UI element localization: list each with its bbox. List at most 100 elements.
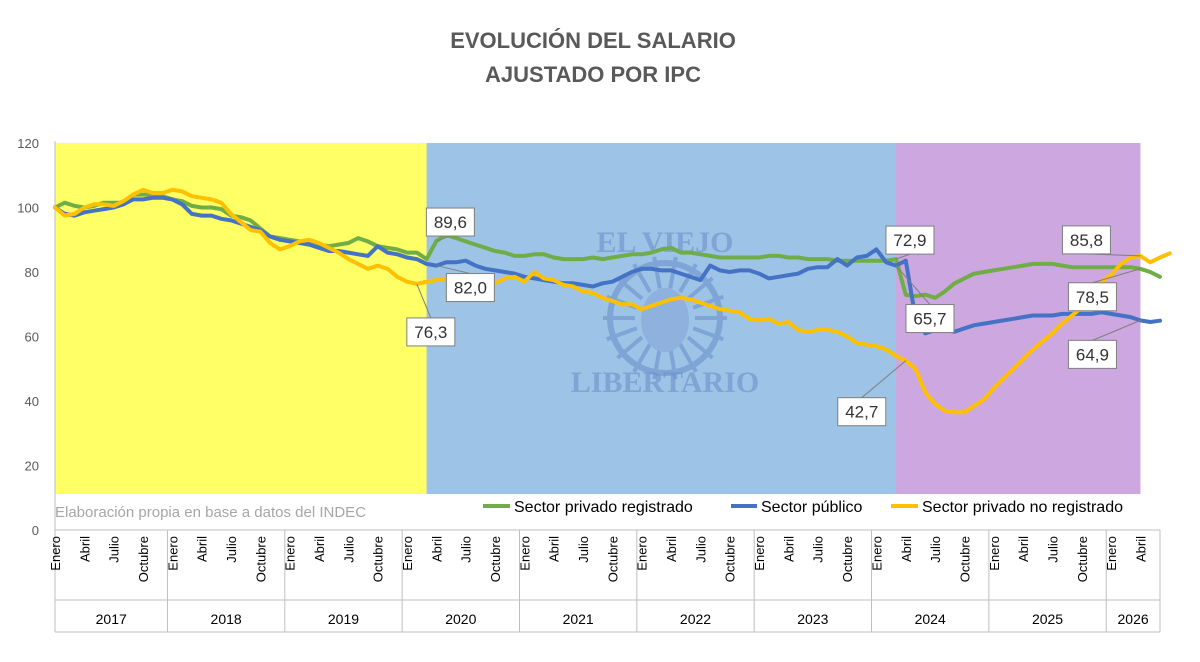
x-year-label: 2026 [1118,611,1149,627]
x-tick-label-month: Julio [459,536,474,563]
chart-title-line-2: AJUSTADO POR IPC [485,62,701,87]
callout-label: 82,0 [454,279,487,298]
x-tick-label-month: Julio [224,536,239,563]
watermark-mane-ray [686,335,714,360]
x-tick-label-month: Enero [165,536,180,571]
x-tick-label-month: Octubre [488,536,503,582]
watermark-mane-ray [616,276,644,301]
series-lines [53,187,1172,415]
x-tick-label-month: Abril [429,536,444,562]
watermark-mane-ray [632,342,652,373]
x-tick-label-month: Octubre [957,536,972,582]
x-year-label: 2019 [328,611,359,627]
x-year-label: 2022 [680,611,711,627]
x-tick-label-month: Octubre [723,536,738,582]
callout-leader [416,283,432,319]
y-tick-label: 40 [25,394,39,409]
x-tick-label-month: Julio [693,536,708,563]
watermark-mane-ray [652,256,662,289]
x-tick-label-month: Enero [283,536,298,571]
callout-box [905,304,955,334]
watermark-mane-ray [678,263,698,294]
watermark-mane-ray [692,294,724,310]
source-note: Elaboración propia en base a datos del I… [55,504,366,521]
x-tick-label-month: Abril [781,536,796,562]
y-tick-label: 0 [32,523,39,538]
callout-leader [436,265,471,275]
watermark-mane-ray [668,347,678,380]
callout-box [885,225,935,255]
legend-label-privado-registrado: Sector privado registrado [514,499,693,516]
x-year-label: 2018 [211,611,242,627]
x-year-label: 2020 [445,611,476,627]
x-tick-label-month: Abril [899,536,914,562]
x-tick-label-month: Enero [48,536,63,571]
x-tick-label-month: Julio [928,536,943,563]
x-tick-label-month: Abril [312,536,327,562]
callout-label: 42,7 [845,403,878,422]
callout-label: 76,3 [414,323,447,342]
callout-label: 89,6 [434,213,467,232]
y-tick-label: 80 [25,265,39,280]
callout-box [1067,282,1117,312]
x-tick-label-month: Enero [987,536,1002,571]
callout-label: 85,8 [1070,231,1103,250]
watermark-text-top: EL VIEJO [596,226,733,259]
data-callouts: 89,6 82,0 76,3 72,9 65,7 42,7 85,8 78,5 64,9 [406,207,1141,427]
x-year-label: 2025 [1032,611,1063,627]
callout-box [1061,225,1111,255]
x-year-label: 2017 [96,611,127,627]
x-tick-label-month: Octubre [136,536,151,582]
y-tick-label: 120 [17,136,39,151]
period-background-2 [426,143,896,494]
x-tick-label-month: Enero [1104,536,1119,571]
x-tick-label-month: Octubre [1075,536,1090,582]
x-tick-label-month: Julio [811,536,826,563]
callout-box [406,317,456,347]
x-tick-label-month: Enero [752,536,767,571]
watermark-mane-ray [606,326,638,342]
x-tick-label-month: Julio [576,536,591,563]
series-line-1 [53,192,1162,300]
y-tick-label: 20 [25,459,39,474]
watermark-lion-logo [603,256,727,380]
x-tick-label-month: Octubre [605,536,620,582]
watermark-mane-ray [686,276,714,301]
x-tick-label-month: Abril [547,536,562,562]
x-tick-label-month: Enero [869,536,884,571]
chart-title-line-1: EVOLUCIÓN DEL SALARIO [450,28,736,53]
callout-leader [1092,319,1141,341]
legend: Sector privado registrado Sector público… [483,499,1123,516]
x-tick-label-month: Abril [1133,536,1148,562]
callout-leader [895,265,931,305]
callout-label: 72,9 [893,231,926,250]
x-tick-label-month: Octubre [840,536,855,582]
callout-leader [436,235,451,242]
series-line-3 [53,187,1172,415]
callout-label: 64,9 [1076,345,1109,364]
x-tick-label-month: Julio [1045,536,1060,563]
watermark-ring [607,260,723,376]
legend-label-publico: Sector público [761,499,862,516]
callout-leader [861,360,907,399]
y-tick-label: 100 [17,201,39,216]
legend-label-privado-no-registrado: Sector privado no registrado [922,499,1123,516]
x-tick-label-month: Julio [341,536,356,563]
period-backgrounds [55,143,1141,494]
callout-leader [895,253,911,260]
x-tick-label-month: Enero [635,536,650,571]
x-year-label: 2024 [915,611,946,627]
callout-label: 65,7 [913,310,946,329]
callout-leader [1092,268,1141,284]
watermark-mane-ray [692,326,724,342]
x-year-label: 2023 [797,611,828,627]
x-tick-label-month: Enero [400,536,415,571]
watermark-mane-ray [652,347,662,380]
callout-label: 78,5 [1076,288,1109,307]
x-tick-label-month: Abril [664,536,679,562]
y-tick-label: 60 [25,330,39,345]
watermark-mane-ray [678,342,698,373]
x-tick-label-month: Abril [77,536,92,562]
x-tick-label-month: Octubre [253,536,268,582]
